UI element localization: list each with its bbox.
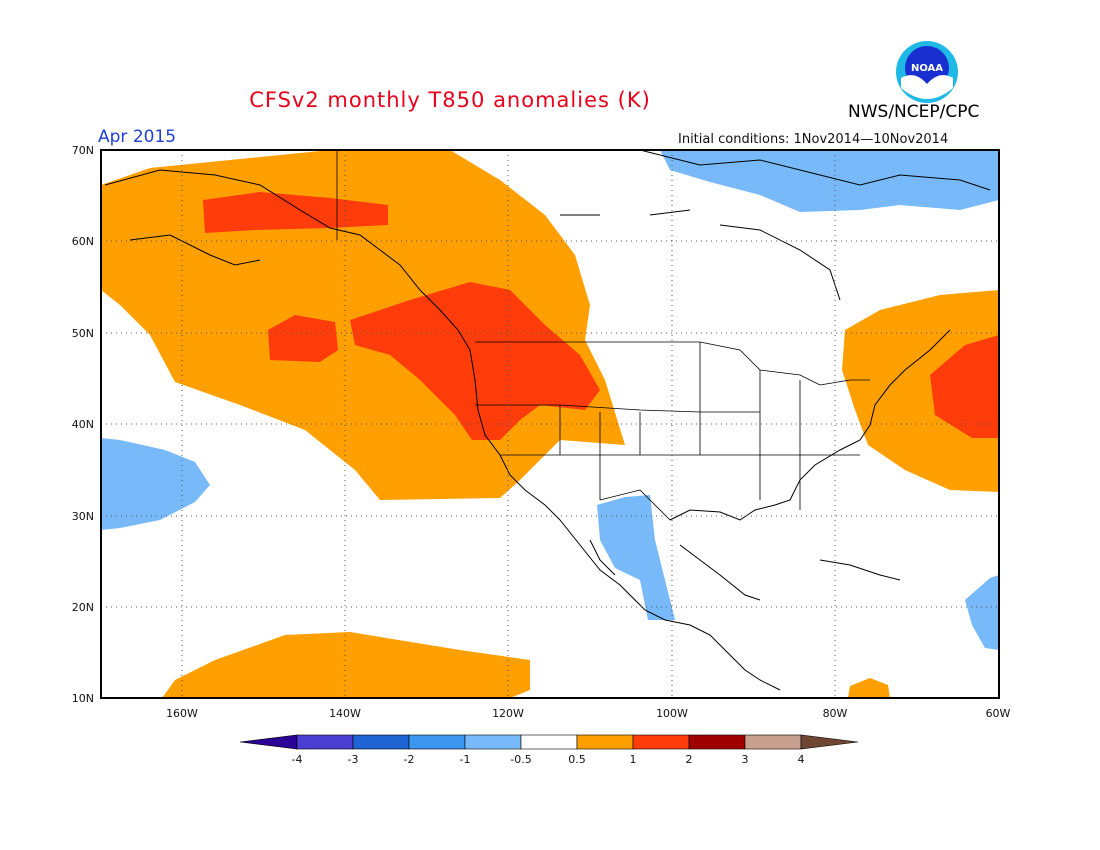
- cold-anomaly-region: [965, 575, 999, 650]
- coastlines: [104, 150, 991, 691]
- longitude-labels: 160W 140W 120W 100W 80W 60W: [166, 707, 1010, 720]
- legend-label: -1: [460, 753, 471, 766]
- legend-swatch: [352, 734, 410, 750]
- warm-anomaly-region: [848, 678, 890, 698]
- legend-swatch: [632, 734, 690, 750]
- lon-label: 120W: [492, 707, 524, 720]
- lat-label: 50N: [72, 327, 94, 340]
- lon-label: 60W: [986, 707, 1011, 720]
- initial-conditions: Initial conditions: 1Nov2014—10Nov2014: [678, 132, 949, 147]
- legend-label: 1: [630, 753, 637, 766]
- noaa-logo-text: NOAA: [911, 63, 943, 74]
- legend-swatch: [296, 734, 354, 750]
- legend-swatch: [576, 734, 634, 750]
- legend-label: 4: [798, 753, 805, 766]
- warm-anomaly-region: [842, 290, 999, 492]
- legend-swatch: [800, 734, 859, 750]
- legend-label: -3: [348, 753, 359, 766]
- legend-swatch: [688, 734, 746, 750]
- lat-label: 60N: [72, 235, 94, 248]
- lon-label: 140W: [329, 707, 361, 720]
- cold-anomaly-region: [101, 438, 210, 530]
- legend-label: 2: [686, 753, 693, 766]
- agency-label: NWS/NCEP/CPC: [848, 102, 980, 122]
- legend-label: -0.5: [510, 753, 531, 766]
- lon-label: 100W: [656, 707, 688, 720]
- strong-warm-anomaly-region: [268, 315, 338, 362]
- lon-label: 160W: [166, 707, 198, 720]
- legend-label: -2: [404, 753, 415, 766]
- legend-swatch: [408, 734, 466, 750]
- lon-label: 80W: [823, 707, 848, 720]
- strong-warm-anomaly-region: [350, 282, 600, 440]
- strong-warm-anomaly-region: [930, 335, 999, 438]
- legend-swatch: [239, 734, 298, 750]
- legend-swatch: [520, 734, 578, 750]
- cold-anomaly-region: [660, 150, 999, 212]
- color-legend: -4 -3 -2 -1 -0.5 0.5 1 2 3 4: [239, 734, 859, 766]
- legend-label: 3: [742, 753, 749, 766]
- legend-label: -4: [292, 753, 303, 766]
- lat-label: 20N: [72, 601, 94, 614]
- legend-label: 0.5: [568, 753, 586, 766]
- legend-swatch: [464, 734, 522, 750]
- warm-anomaly-region: [162, 632, 530, 698]
- lat-label: 70N: [72, 144, 94, 157]
- strong-warm-anomaly-region: [203, 192, 388, 233]
- map-title: CFSv2 monthly T850 anomalies (K): [249, 88, 651, 112]
- forecast-month: Apr 2015: [98, 127, 177, 147]
- legend-swatch: [744, 734, 802, 750]
- anomaly-fields: [101, 150, 999, 698]
- lat-label: 40N: [72, 418, 94, 431]
- lat-label: 30N: [72, 510, 94, 523]
- map-frame: [100, 149, 1000, 699]
- political-borders: [336, 150, 870, 521]
- latitude-labels: 70N 60N 50N 40N 30N 20N 10N: [72, 144, 94, 705]
- lat-label: 10N: [72, 692, 94, 705]
- noaa-logo: NOAA: [896, 41, 958, 103]
- cold-anomaly-region: [597, 495, 675, 620]
